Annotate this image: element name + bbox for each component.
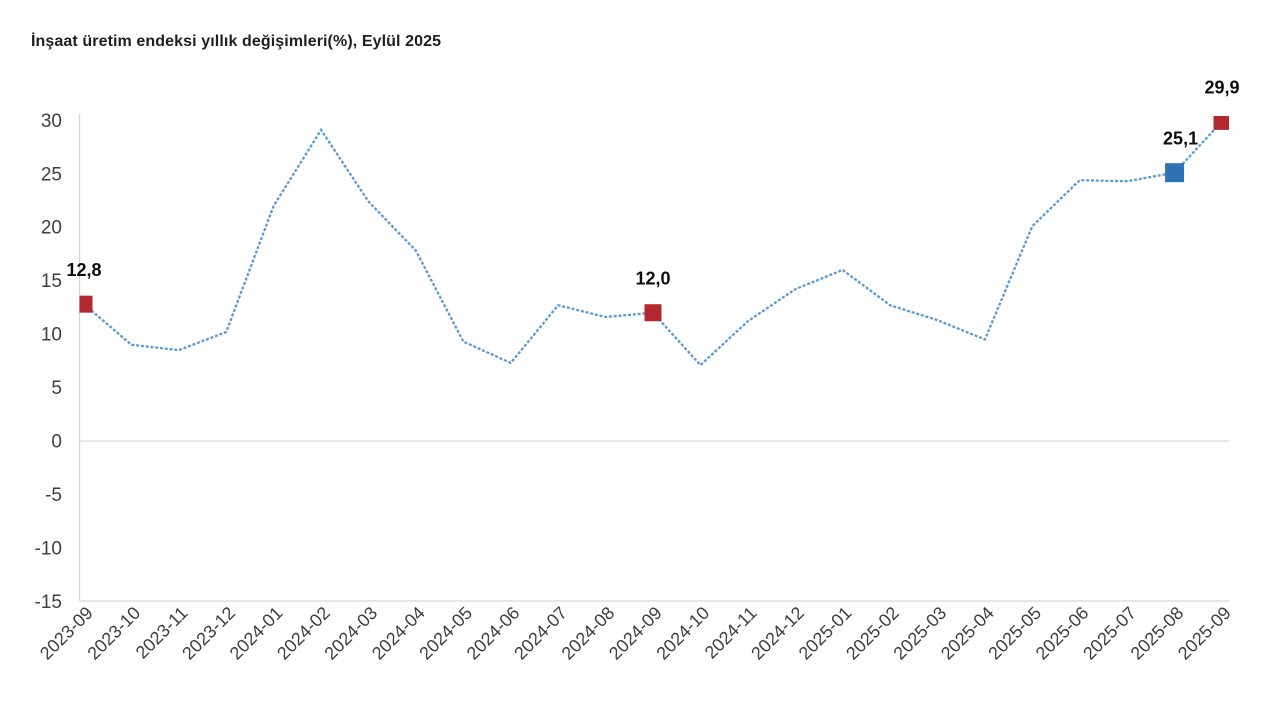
y-tick-label: 10	[41, 325, 62, 346]
data-point-label: 25,1	[1163, 129, 1198, 149]
x-tick-label: 2023-10	[83, 603, 144, 664]
data-point-marker	[1213, 116, 1229, 130]
data-point-marker	[644, 304, 662, 322]
y-tick-label: 20	[41, 218, 62, 239]
data-point-marker	[1165, 163, 1185, 183]
data-point-label: 12,8	[66, 260, 101, 280]
y-tick-label: -10	[35, 538, 62, 559]
series-line	[83, 120, 1223, 367]
y-tick-label: 0	[51, 432, 62, 453]
y-tick-label: 5	[51, 378, 62, 399]
y-tick-label: -5	[45, 485, 62, 506]
y-tick-label: 25	[41, 164, 62, 185]
chart-title: İnşaat üretim endeksi yıllık değişimleri…	[31, 33, 442, 50]
y-tick-label: 15	[41, 271, 62, 292]
data-point-label: 12,0	[635, 269, 670, 289]
y-tick-label: -15	[35, 592, 62, 613]
data-point-marker	[79, 295, 93, 313]
x-tick-label: 2025-09	[1174, 603, 1235, 664]
data-point-label: 29,9	[1204, 77, 1239, 97]
x-tick-label: 2024-10	[652, 603, 713, 664]
y-tick-label: 30	[41, 111, 62, 132]
